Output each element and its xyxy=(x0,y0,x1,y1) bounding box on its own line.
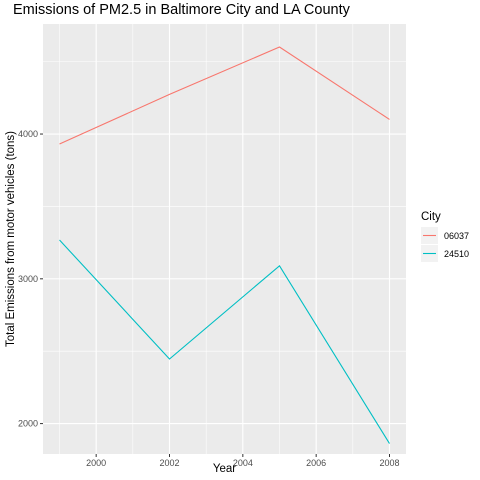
y-tick-label: 2000 xyxy=(18,419,38,429)
x-tick-label: 2000 xyxy=(86,458,106,468)
y-tick-label: 4000 xyxy=(18,129,38,139)
x-tick-label: 2006 xyxy=(306,458,326,468)
legend: City 06037 24510 xyxy=(421,211,469,262)
x-tick-label: 2008 xyxy=(379,458,399,468)
legend-label: 24510 xyxy=(444,249,469,259)
plot-panel xyxy=(43,24,406,454)
y-axis-title: Total Emissions from motor vehicles (ton… xyxy=(5,131,17,347)
legend-title: City xyxy=(421,211,441,223)
y-tick-label: 3000 xyxy=(18,274,38,284)
x-tick-label: 2002 xyxy=(159,458,179,468)
legend-label: 06037 xyxy=(444,231,469,241)
x-tick-labels: 2000 2002 2004 2006 2008 xyxy=(86,458,399,468)
y-tick-labels: 2000 3000 4000 xyxy=(18,129,38,429)
x-axis-title: Year xyxy=(213,463,236,475)
